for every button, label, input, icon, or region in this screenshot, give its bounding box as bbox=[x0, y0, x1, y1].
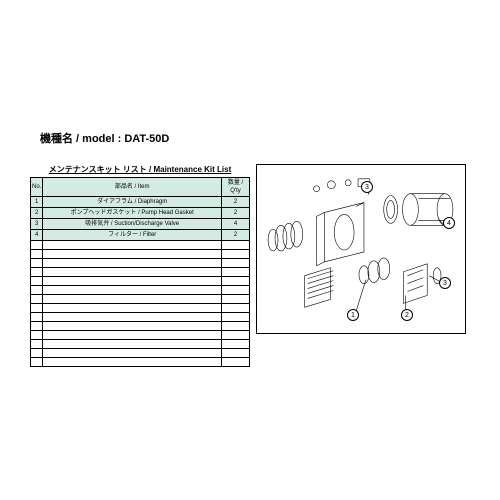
cell-item bbox=[43, 304, 222, 313]
parts-table: No. 部品名 / Item 数量 / Q'ty 1ダイアフラム / Diaph… bbox=[30, 177, 250, 367]
cell-item bbox=[43, 250, 222, 259]
cell-item bbox=[43, 295, 222, 304]
cell-no bbox=[31, 340, 43, 349]
table-header-row: No. 部品名 / Item 数量 / Q'ty bbox=[31, 178, 250, 197]
cell-item bbox=[43, 358, 222, 367]
cell-qty bbox=[222, 340, 250, 349]
cell-no bbox=[31, 295, 43, 304]
exploded-diagram: 3 4 3 1 2 bbox=[256, 164, 466, 334]
cell-item bbox=[43, 331, 222, 340]
cell-qty bbox=[222, 322, 250, 331]
layout: メンテナンスキット リスト / Maintenance Kit List No.… bbox=[30, 164, 470, 367]
table-row bbox=[31, 331, 250, 340]
table-row bbox=[31, 241, 250, 250]
cell-no bbox=[31, 322, 43, 331]
table-row bbox=[31, 286, 250, 295]
table-row bbox=[31, 268, 250, 277]
cell-no bbox=[31, 268, 43, 277]
table-row bbox=[31, 313, 250, 322]
cell-item bbox=[43, 259, 222, 268]
table-row: 4フィルター / Filter2 bbox=[31, 230, 250, 241]
cell-item bbox=[43, 322, 222, 331]
cell-qty bbox=[222, 259, 250, 268]
cell-qty bbox=[222, 313, 250, 322]
table-row bbox=[31, 349, 250, 358]
table-row bbox=[31, 322, 250, 331]
table-row bbox=[31, 304, 250, 313]
cell-no bbox=[31, 349, 43, 358]
cell-qty bbox=[222, 349, 250, 358]
cell-item: ポンプヘッドガスケット / Pump Head Gasket bbox=[43, 208, 222, 219]
cell-qty bbox=[222, 268, 250, 277]
table-row: 1ダイアフラム / Diaphragm2 bbox=[31, 197, 250, 208]
cell-no bbox=[31, 304, 43, 313]
table-row: 2ポンプヘッドガスケット / Pump Head Gasket2 bbox=[31, 208, 250, 219]
cell-item bbox=[43, 340, 222, 349]
model-label: 機種名 / model : DAT-50D bbox=[30, 130, 470, 146]
cell-qty: 2 bbox=[222, 197, 250, 208]
callout-3: 3 bbox=[361, 181, 373, 193]
cell-qty bbox=[222, 304, 250, 313]
cell-item bbox=[43, 286, 222, 295]
table-row bbox=[31, 259, 250, 268]
cell-qty bbox=[222, 277, 250, 286]
cell-qty bbox=[222, 286, 250, 295]
table-row bbox=[31, 277, 250, 286]
cell-qty: 4 bbox=[222, 219, 250, 230]
table-row bbox=[31, 358, 250, 367]
cell-qty bbox=[222, 331, 250, 340]
cell-qty: 2 bbox=[222, 208, 250, 219]
cell-no bbox=[31, 259, 43, 268]
cell-item bbox=[43, 268, 222, 277]
cell-no: 3 bbox=[31, 219, 43, 230]
callout-2: 2 bbox=[401, 309, 413, 321]
cell-qty bbox=[222, 295, 250, 304]
table-row: 3吸排気弁 / Suction/Discharge Valve4 bbox=[31, 219, 250, 230]
cell-no bbox=[31, 277, 43, 286]
cell-item bbox=[43, 349, 222, 358]
cell-no bbox=[31, 313, 43, 322]
callout-1: 1 bbox=[347, 309, 359, 321]
parts-table-region: メンテナンスキット リスト / Maintenance Kit List No.… bbox=[30, 164, 250, 367]
cell-no bbox=[31, 250, 43, 259]
cell-no bbox=[31, 286, 43, 295]
callout-4: 4 bbox=[443, 217, 455, 229]
cell-item: 吸排気弁 / Suction/Discharge Valve bbox=[43, 219, 222, 230]
cell-qty bbox=[222, 241, 250, 250]
table-row bbox=[31, 340, 250, 349]
table-title: メンテナンスキット リスト / Maintenance Kit List bbox=[30, 164, 250, 175]
cell-no bbox=[31, 358, 43, 367]
cell-item bbox=[43, 313, 222, 322]
callout-3: 3 bbox=[439, 277, 451, 289]
table-row bbox=[31, 295, 250, 304]
cell-item bbox=[43, 241, 222, 250]
col-qty: 数量 / Q'ty bbox=[222, 178, 250, 197]
cell-qty: 2 bbox=[222, 230, 250, 241]
cell-item: ダイアフラム / Diaphragm bbox=[43, 197, 222, 208]
col-item: 部品名 / Item bbox=[43, 178, 222, 197]
cell-no: 1 bbox=[31, 197, 43, 208]
cell-item: フィルター / Filter bbox=[43, 230, 222, 241]
cell-no bbox=[31, 331, 43, 340]
cell-qty bbox=[222, 358, 250, 367]
table-row bbox=[31, 250, 250, 259]
cell-qty bbox=[222, 250, 250, 259]
cell-item bbox=[43, 277, 222, 286]
cell-no bbox=[31, 241, 43, 250]
cell-no: 4 bbox=[31, 230, 43, 241]
col-no: No. bbox=[31, 178, 43, 197]
cell-no: 2 bbox=[31, 208, 43, 219]
